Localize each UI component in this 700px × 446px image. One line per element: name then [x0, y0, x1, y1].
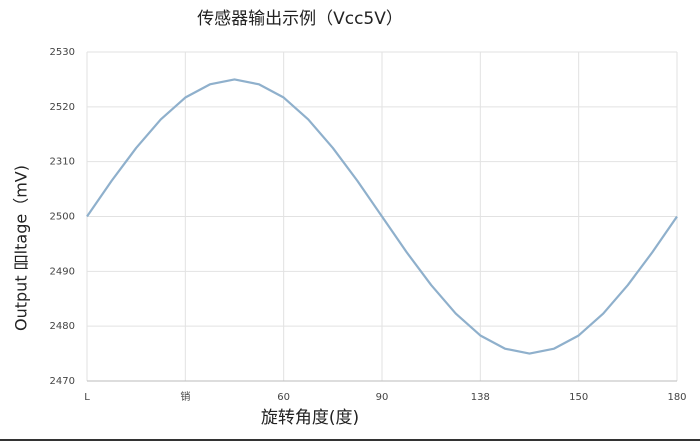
- x-tick-label: 销: [180, 390, 190, 403]
- x-tick-label: 90: [376, 392, 389, 403]
- y-tick-label: 2490: [50, 266, 75, 277]
- y-tick-label: 2310: [50, 157, 75, 168]
- y-tick-label: 2500: [50, 212, 75, 223]
- y-tick-label: 2520: [50, 102, 75, 113]
- x-tick-label: 150: [569, 392, 588, 403]
- line-series: [86, 78, 678, 355]
- x-tick-label: 180: [667, 392, 686, 403]
- y-tick-label: 2480: [50, 321, 75, 332]
- x-axis-label: 旋转角度(度): [261, 408, 359, 428]
- y-tick-label: 2470: [50, 376, 75, 387]
- y-tick-label: 2530: [50, 47, 75, 58]
- x-tick-label: 138: [471, 392, 490, 403]
- x-tick-label: L: [84, 392, 90, 403]
- y-axis-label: Output 吅ltage（mV): [12, 165, 31, 331]
- chart-title: 传感器输出示例（Vcc5V）: [197, 9, 403, 29]
- x-tick-label: 60: [277, 392, 290, 403]
